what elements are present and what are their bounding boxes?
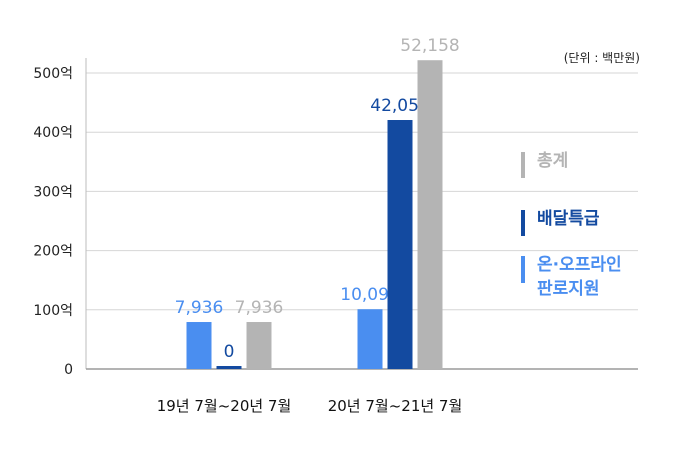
bar — [357, 309, 383, 369]
bar — [186, 322, 212, 369]
legend-label: 배달특급 — [537, 208, 600, 229]
data-label: 52,158 — [400, 36, 459, 56]
x-tick-label: 19년 7월~20년 7월 — [157, 397, 292, 415]
legend-marker — [521, 256, 525, 283]
unit-note: (단위 : 백만원) — [564, 51, 640, 65]
data-label: 7,936 — [235, 298, 284, 318]
y-tick-label: 0 — [64, 362, 73, 378]
y-tick-label: 500억 — [33, 66, 73, 82]
x-tick-label: 20년 7월~21년 7월 — [328, 397, 463, 415]
bar — [216, 366, 242, 369]
bar — [417, 60, 443, 369]
legend-label: 총계 — [537, 151, 568, 171]
y-tick-label: 300억 — [33, 184, 73, 200]
legend-label: 판로지원 — [537, 279, 600, 299]
data-label: 10,099 — [340, 285, 399, 305]
legend-marker — [521, 210, 525, 236]
y-tick-label: 400억 — [33, 125, 73, 141]
bar — [387, 120, 413, 370]
legend-label: 온·오프라인 — [537, 255, 622, 275]
legend-marker — [521, 152, 525, 178]
data-label: 7,936 — [175, 298, 224, 318]
y-tick-label: 200억 — [33, 244, 73, 260]
y-tick-label: 100억 — [33, 303, 73, 319]
data-label: 0 — [224, 342, 235, 362]
data-label: 42,059 — [370, 96, 429, 116]
bar — [246, 322, 272, 369]
